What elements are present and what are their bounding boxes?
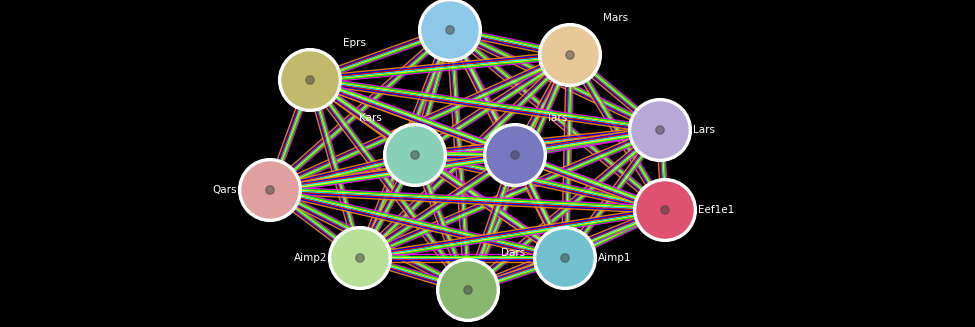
Circle shape — [448, 270, 488, 310]
Circle shape — [282, 52, 338, 108]
Circle shape — [464, 286, 472, 294]
Circle shape — [340, 238, 380, 278]
Circle shape — [561, 254, 569, 262]
Circle shape — [290, 60, 331, 100]
Text: Lars: Lars — [693, 125, 715, 135]
Circle shape — [487, 127, 543, 183]
Circle shape — [511, 151, 520, 159]
Circle shape — [550, 35, 590, 75]
Text: Qars: Qars — [213, 185, 237, 195]
Circle shape — [239, 159, 301, 221]
Circle shape — [422, 2, 478, 58]
Circle shape — [495, 135, 535, 175]
Circle shape — [542, 27, 598, 83]
Circle shape — [656, 126, 664, 134]
Circle shape — [279, 49, 341, 112]
Circle shape — [410, 151, 419, 159]
Text: Eprs: Eprs — [343, 38, 366, 48]
Circle shape — [632, 102, 688, 158]
Circle shape — [242, 162, 298, 218]
Circle shape — [306, 76, 314, 84]
Circle shape — [634, 179, 696, 241]
Text: Eef1e1: Eef1e1 — [698, 205, 734, 215]
Circle shape — [644, 190, 685, 230]
Circle shape — [356, 254, 365, 262]
Circle shape — [430, 10, 470, 50]
Circle shape — [395, 135, 435, 175]
Circle shape — [484, 124, 546, 186]
Circle shape — [332, 230, 388, 286]
Circle shape — [446, 26, 454, 34]
Text: Aimp1: Aimp1 — [598, 253, 632, 263]
Circle shape — [661, 206, 669, 214]
Text: Iars: Iars — [548, 113, 567, 123]
Circle shape — [637, 182, 693, 238]
Text: Kars: Kars — [359, 113, 382, 123]
Circle shape — [629, 99, 691, 161]
Circle shape — [533, 227, 597, 289]
Circle shape — [640, 110, 681, 150]
Circle shape — [329, 227, 391, 289]
Circle shape — [383, 124, 447, 186]
Text: Mars: Mars — [603, 13, 628, 23]
Circle shape — [440, 262, 496, 318]
Circle shape — [250, 170, 291, 210]
Circle shape — [537, 230, 593, 286]
Circle shape — [387, 127, 443, 183]
Circle shape — [437, 259, 499, 321]
Circle shape — [538, 24, 602, 86]
Text: Dars: Dars — [501, 248, 526, 258]
Circle shape — [418, 0, 482, 61]
Text: Aimp2: Aimp2 — [293, 253, 327, 263]
Circle shape — [566, 51, 574, 59]
Circle shape — [266, 186, 274, 194]
Circle shape — [545, 238, 585, 278]
